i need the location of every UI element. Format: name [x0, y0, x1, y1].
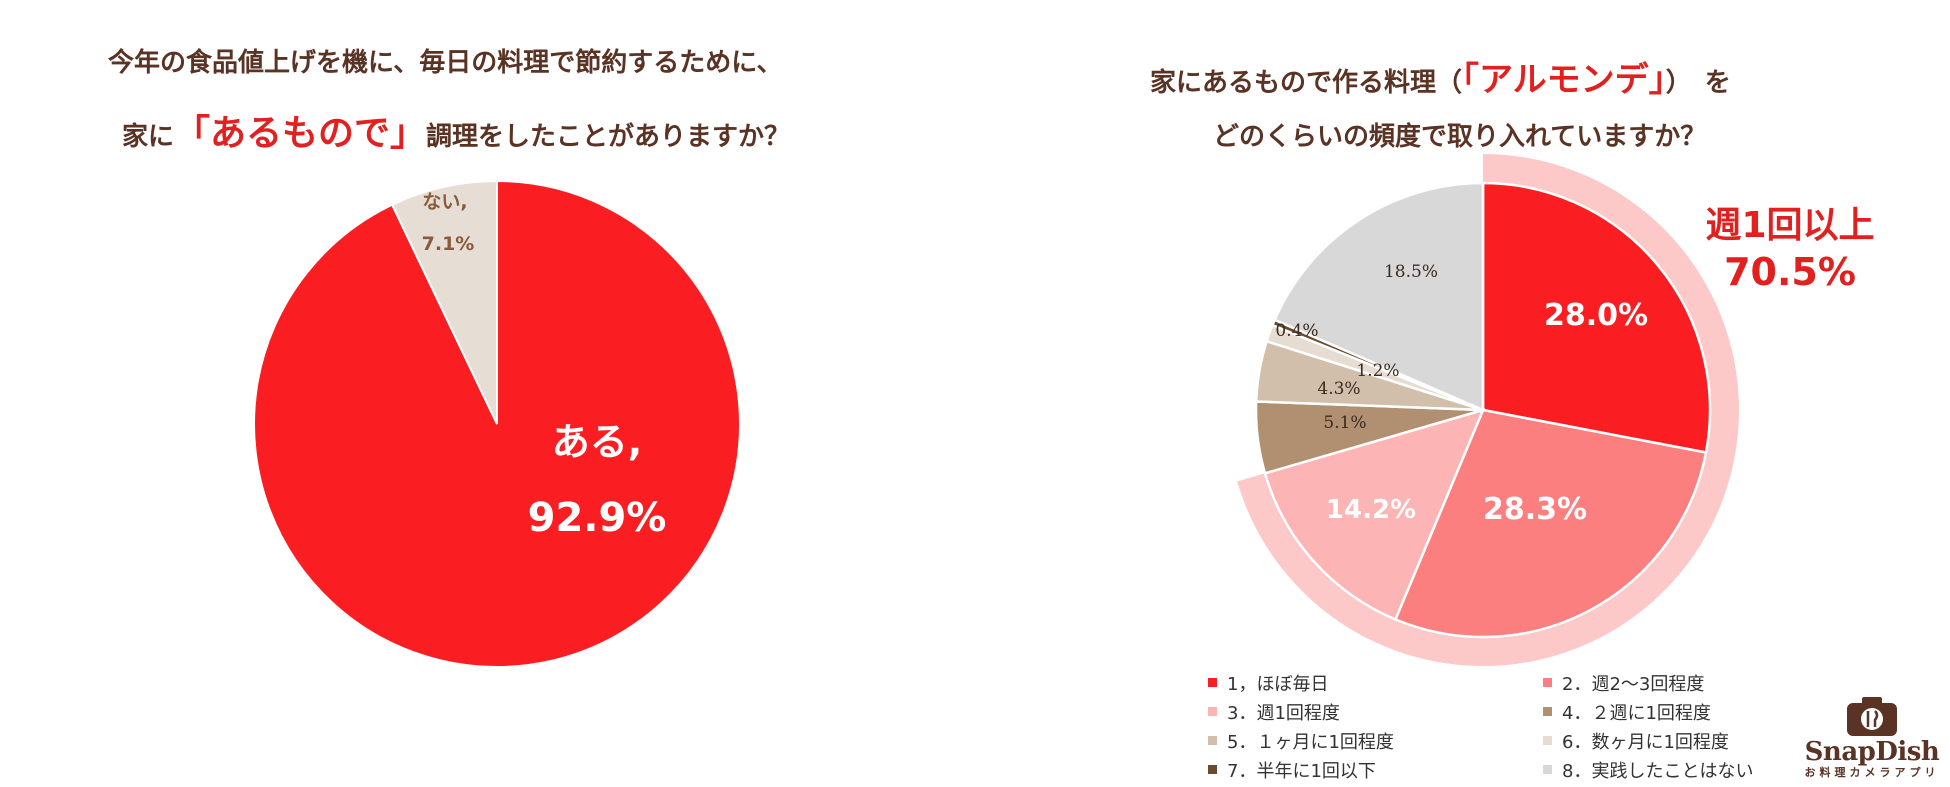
chart2-legend-label-3: 3．週1回程度: [1227, 702, 1340, 724]
chart2-slice-3: [1263, 408, 1486, 622]
chart2-title-line1-post: ） を: [1665, 68, 1731, 98]
chart2-legend-label-4: 4．２週に1回程度: [1562, 702, 1711, 724]
chart1-title-line2-pre: 家に: [122, 122, 175, 152]
chart2-legend-item-7: 7．半年に1回以下: [1208, 757, 1543, 782]
pie-chart-2: 28.0% 28.3% 14.2% 5.1% 4.3%1.2% 0.4% 18.5% 週1回以…: [1237, 154, 1875, 666]
chart2-slice-3-value: 14.2%: [1326, 495, 1416, 525]
chart2-title-line2: どのくらいの頻度で取り入れていますか？: [1213, 122, 1707, 152]
chart2-legend-label-2: 2．週2～3回程度: [1562, 673, 1705, 695]
chart2-legend-item-8: 8．実践したことはない: [1543, 757, 1768, 782]
chart2-legend-item-2: 2．週2～3回程度: [1543, 670, 1768, 695]
chart2-legend-swatch-5: [1208, 736, 1217, 745]
chart2-slice-5-value: 4.3%: [1317, 379, 1360, 399]
chart2-title-line1-pre: 家にあるもので作る料理（: [1150, 68, 1463, 98]
chart1-slice-2-value: 7.1%: [422, 233, 475, 255]
chart2-slice-8: [1273, 181, 1485, 412]
chart2-slice-2-value: 28.3%: [1483, 492, 1587, 527]
chart1-slice-1-value: 92.9%: [528, 495, 667, 541]
chart2-slice-4-value: 5.1%: [1323, 413, 1366, 433]
chart2-legend-swatch-3: [1208, 707, 1217, 716]
chart2-slice-6-value: 1.2%: [1356, 361, 1399, 381]
chart2-legend-label-6: 6．数ヶ月に1回程度: [1562, 731, 1729, 753]
chart2-title-line1: 家にあるもので作る料理（「アルモンデ」） を: [1150, 52, 1731, 101]
chart1-title-line1: 今年の食品値上げを機に、毎日の料理で節約するために、: [108, 48, 783, 78]
chart2-legend-item-3: 3．週1回程度: [1208, 699, 1543, 724]
chart2-legend-swatch-7: [1208, 765, 1217, 774]
chart2-slice-2: [1393, 408, 1708, 639]
chart1-title-highlight: 「あるもので」: [174, 113, 427, 154]
chart2-legend-label-7: 7．半年に1回以下: [1227, 760, 1376, 782]
chart2-annotation-line1: 週1回以上: [1705, 205, 1874, 246]
chart1-slice-2-label: ない,: [422, 191, 467, 213]
chart2-legend-item-4: 4．２週に1回程度: [1543, 699, 1768, 724]
chart2-legend-swatch-1: [1208, 678, 1217, 687]
chart2-legend-item-1: 1，ほぼ毎日: [1208, 670, 1543, 695]
camera-icon: [1847, 697, 1897, 736]
chart2-legend-swatch-8: [1543, 765, 1552, 774]
chart2-legend: 1，ほぼ毎日 2．週2～3回程度 3．週1回程度 4．２週に1回程度 5．１ヶ月に1回程…: [1208, 670, 1768, 782]
chart1-slice-2: [390, 179, 498, 425]
logo-wordmark: SnapDish: [1804, 737, 1940, 767]
logo-tagline: お料理カメラアプリ: [1804, 766, 1940, 779]
chart2-legend-label-5: 5．１ヶ月に1回程度: [1227, 731, 1394, 753]
chart2-legend-swatch-2: [1543, 678, 1552, 687]
chart2-legend-label-8: 8．実践したことはない: [1562, 760, 1754, 782]
chart2-legend-item-6: 6．数ヶ月に1回程度: [1543, 728, 1768, 753]
chart1-slice-1-label: ある,: [552, 420, 642, 464]
pie-chart-1: ある, 92.9% ない, 7.1%: [253, 179, 741, 668]
chart2-legend-label-1: 1，ほぼ毎日: [1227, 673, 1329, 695]
chart2-title-highlight: 「アルモンデ」: [1462, 60, 1666, 100]
snapdish-logo: SnapDish お料理カメラアプリ: [1797, 694, 1947, 780]
chart2-slice-1-value: 28.0%: [1544, 298, 1648, 333]
chart2-legend-item-5: 5．１ヶ月に1回程度: [1208, 728, 1543, 753]
chart2-slice-7-value: 0.4%: [1275, 321, 1318, 341]
chart2-legend-swatch-6: [1543, 736, 1552, 745]
chart1-title-line2-post: 調理をしたことがありますか？: [426, 122, 791, 152]
chart2-slice-1: [1481, 181, 1712, 454]
chart2-legend-swatch-4: [1543, 707, 1552, 716]
chart2-annotation-value: 70.5%: [1724, 250, 1856, 294]
chart1-title-line2: 家に「あるもので」調理をしたことがありますか？: [122, 104, 790, 156]
chart2-slice-8-value: 18.5%: [1384, 262, 1438, 282]
